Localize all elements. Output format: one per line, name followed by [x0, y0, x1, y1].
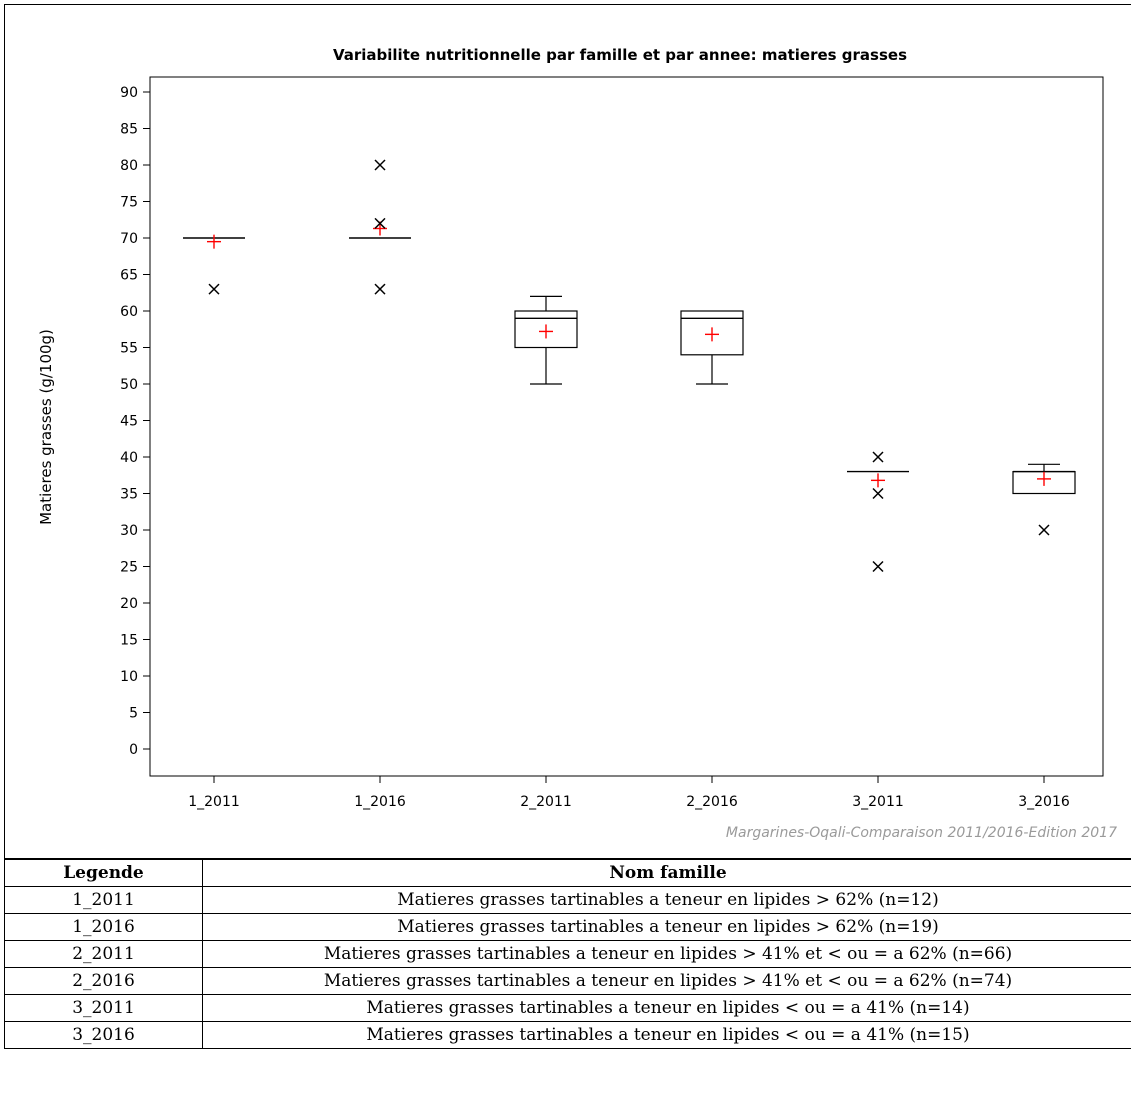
box-series	[183, 159, 1076, 573]
chart-svg: Variabilite nutritionnelle par famille e…	[37, 46, 1117, 841]
outlier-point	[872, 560, 884, 573]
y-tick-label: 85	[120, 122, 138, 138]
outlier-point	[208, 283, 220, 295]
legend-cell-name: Matieres grasses tartinables a teneur en…	[202, 939, 1131, 968]
outlier-stroke-b	[1038, 524, 1050, 536]
x-tick-label: 1_2011	[188, 794, 240, 810]
y-tick-label: 45	[120, 414, 138, 430]
table-row: 2_2016 Matieres grasses tartinables a te…	[4, 966, 1131, 995]
y-tick-label: 75	[120, 195, 138, 211]
outlier-point	[374, 217, 386, 229]
legend-cell-code: 3_2016	[4, 1020, 203, 1049]
y-tick-label: 90	[120, 85, 138, 101]
y-tick-label: 70	[120, 231, 138, 247]
x-tick-label: 3_2016	[1018, 794, 1070, 810]
outlier-stroke-b	[872, 560, 884, 573]
box-2_2016	[680, 310, 744, 385]
outlier-stroke-b	[374, 217, 386, 229]
outlier-stroke-b	[374, 159, 386, 171]
outlier-point	[374, 283, 386, 295]
mean-marker	[207, 234, 221, 249]
y-tick-label: 35	[120, 487, 138, 503]
legend-cell-name: Matieres grasses tartinables a teneur en…	[202, 885, 1131, 914]
x-axis-ticks: 1_2011 1_2016 2_2011 2_2016 3_2011 3_2016	[188, 776, 1070, 810]
outlier-point	[374, 159, 386, 171]
x-tick-label: 2_2016	[686, 794, 738, 810]
y-tick-label: 80	[120, 158, 138, 174]
mean-marker	[705, 327, 719, 342]
y-tick-label: 50	[120, 377, 138, 393]
y-tick-label: 30	[120, 523, 138, 539]
legend-cell-code: 1_2011	[4, 885, 203, 914]
legend-cell-name: Matieres grasses tartinables a teneur en…	[202, 912, 1131, 941]
y-tick-label: 20	[120, 596, 138, 612]
y-tick-label: 5	[129, 706, 138, 722]
box-3_2016	[1012, 463, 1076, 536]
y-tick-label: 55	[120, 341, 138, 357]
legend-header-code: Legende	[4, 858, 203, 887]
legend-header-name: Nom famille	[202, 858, 1131, 887]
y-tick-label: 0	[129, 742, 138, 758]
outlier-stroke-b	[374, 283, 386, 295]
plot-area	[149, 76, 1104, 777]
y-tick-label: 25	[120, 560, 138, 576]
mean-marker	[871, 473, 885, 488]
y-tick-label: 60	[120, 304, 138, 320]
outlier-stroke-b	[872, 451, 884, 463]
legend-cell-name: Matieres grasses tartinables a teneur en…	[202, 993, 1131, 1022]
box-2_2011	[514, 295, 578, 385]
legend-cell-code: 2_2016	[4, 966, 203, 995]
chart-credit: Margarines-Oqali-Comparaison 2011/2016-E…	[726, 825, 1117, 841]
table-row: 3_2011 Matieres grasses tartinables a te…	[4, 993, 1131, 1022]
legend-cell-code: 2_2011	[4, 939, 203, 968]
y-tick-label: 40	[120, 450, 138, 466]
x-tick-label: 2_2011	[520, 794, 572, 810]
outlier-point	[872, 487, 884, 500]
table-row: 2_2011 Matieres grasses tartinables a te…	[4, 939, 1131, 968]
x-tick-label: 1_2016	[354, 794, 406, 810]
outlier-point	[1038, 524, 1050, 536]
outlier-stroke-b	[872, 487, 884, 500]
outlier-stroke-b	[208, 283, 220, 295]
box-1_2011	[183, 234, 245, 295]
y-axis-ticks: 0 5 10 15 20 25 30 35 40 45 50 55 60 65 70 75 80 85 90	[120, 85, 150, 758]
y-tick-label: 10	[120, 669, 138, 685]
box-3_2011	[847, 451, 909, 573]
legend-cell-code: 3_2011	[4, 993, 203, 1022]
legend-table-header-row: Legende Nom famille	[4, 858, 1131, 887]
y-tick-label: 65	[120, 268, 138, 284]
outlier-point	[872, 451, 884, 463]
legend-cell-code: 1_2016	[4, 912, 203, 941]
y-axis-label: Matieres grasses (g/100g)	[37, 329, 55, 525]
chart-figure: Variabilite nutritionnelle par famille e…	[4, 4, 1131, 859]
table-row: 3_2016 Matieres grasses tartinables a te…	[4, 1020, 1131, 1049]
table-row: 1_2016 Matieres grasses tartinables a te…	[4, 912, 1131, 941]
y-tick-label: 15	[120, 633, 138, 649]
legend-cell-name: Matieres grasses tartinables a teneur en…	[202, 966, 1131, 995]
box-1_2016	[349, 159, 411, 295]
legend-table: Legende Nom famille 1_2011 Matieres gras…	[4, 858, 1131, 1049]
x-tick-label: 3_2011	[852, 794, 904, 810]
chart-title: Variabilite nutritionnelle par famille e…	[333, 46, 907, 64]
table-row: 1_2011 Matieres grasses tartinables a te…	[4, 885, 1131, 914]
mean-marker	[539, 324, 553, 339]
legend-cell-name: Matieres grasses tartinables a teneur en…	[202, 1020, 1131, 1049]
mean-marker	[1037, 471, 1051, 486]
